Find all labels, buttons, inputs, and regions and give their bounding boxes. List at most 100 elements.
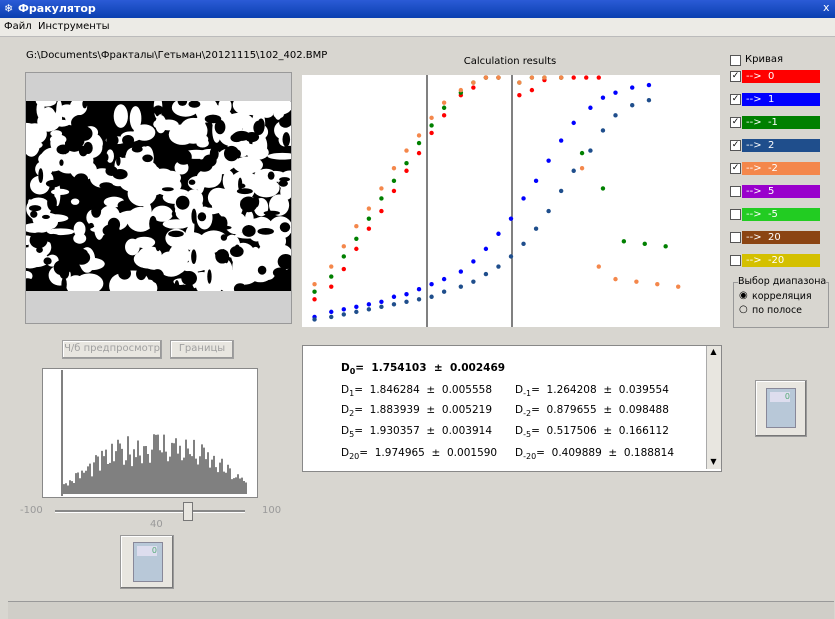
image-blob [252, 103, 264, 119]
checkbox[interactable]: ✓ [730, 163, 741, 174]
status-bar [8, 601, 834, 619]
image-blob [233, 157, 263, 174]
legend-entry[interactable]: ✓--> -1 [730, 116, 825, 130]
slider-min: -100 [20, 505, 43, 516]
calc-icon: 0 [133, 542, 163, 582]
data-point [546, 209, 550, 213]
image-blob [282, 132, 290, 147]
image-blob [279, 180, 288, 187]
checkbox[interactable]: ✓ [730, 94, 741, 105]
data-point [429, 123, 433, 127]
data-point [647, 83, 651, 87]
image-blob [43, 257, 51, 264]
data-point [655, 282, 659, 286]
result-symbol: D [341, 425, 349, 437]
image-blob [253, 121, 264, 135]
image-blob [155, 107, 160, 116]
checkbox[interactable]: ✓ [730, 71, 741, 82]
checkbox[interactable]: ✓ [730, 140, 741, 151]
image-blob [118, 267, 131, 280]
image-blob [36, 247, 43, 253]
image-blob [118, 200, 133, 210]
image-blob [221, 234, 227, 241]
data-point [496, 264, 500, 268]
binary-image [26, 101, 291, 291]
data-point [392, 189, 396, 193]
data-point [509, 254, 513, 258]
data-point [663, 244, 667, 248]
image-blob [283, 160, 289, 170]
scrollbar[interactable]: ▲ ▼ [706, 346, 721, 469]
checkbox[interactable]: ✓ [730, 117, 741, 128]
data-point [471, 85, 475, 89]
data-point [613, 90, 617, 94]
legend-label: --> 20 [742, 231, 820, 244]
data-point [471, 259, 475, 263]
result-entry: D20= 1.974965 ± 0.001590 [341, 447, 497, 461]
result-symbol: D [341, 447, 349, 459]
calculate-button-right[interactable]: 0 [755, 380, 807, 437]
image-blob [88, 223, 93, 228]
data-point [546, 158, 550, 162]
borders-button[interactable]: Границы [170, 340, 234, 359]
checkbox[interactable] [730, 209, 741, 220]
calculate-button-left[interactable]: 0 [120, 535, 174, 589]
data-point [342, 312, 346, 316]
result-symbol: D [515, 384, 523, 396]
data-point [354, 224, 358, 228]
data-point [342, 254, 346, 258]
data-point [484, 247, 488, 251]
data-point [342, 267, 346, 271]
data-point [530, 75, 534, 79]
image-blob [232, 132, 250, 141]
data-point [354, 247, 358, 251]
menu-item[interactable]: Файл [4, 21, 32, 32]
image-blob [264, 211, 280, 215]
preview-button[interactable]: Ч/б предпросмотр [62, 340, 162, 359]
legend-entry[interactable]: ✓--> -2 [730, 162, 825, 176]
data-point [367, 206, 371, 210]
result-entry: D-20= 0.409889 ± 0.188814 [515, 447, 674, 461]
image-blob [257, 228, 274, 235]
result-index: -5 [523, 430, 531, 439]
legend-entry[interactable]: --> 5 [730, 185, 825, 199]
checkbox[interactable] [730, 255, 741, 266]
legend-entry[interactable]: ✓--> 0 [730, 70, 825, 84]
scroll-down[interactable]: ▼ [708, 457, 719, 468]
legend-entry[interactable]: ✓--> 2 [730, 139, 825, 153]
data-point [601, 95, 605, 99]
result-symbol: D [515, 447, 523, 459]
legend-entry[interactable]: --> -5 [730, 208, 825, 222]
result-text: = 1.930357 ± 0.003914 [354, 425, 492, 437]
radio-button[interactable]: ◉ [739, 290, 748, 301]
data-point [521, 242, 525, 246]
result-index: -20 [523, 452, 536, 461]
data-point [354, 310, 358, 314]
radio-button[interactable]: ○ [739, 304, 748, 315]
image-blob [242, 225, 256, 237]
data-point [471, 279, 475, 283]
checkbox[interactable] [730, 55, 741, 66]
legend-entry[interactable]: --> 20 [730, 231, 825, 245]
data-point [559, 189, 563, 193]
image-blob [118, 211, 144, 224]
checkbox[interactable] [730, 186, 741, 197]
legend-entry[interactable]: --> -20 [730, 254, 825, 268]
data-point [404, 292, 408, 296]
checkbox[interactable] [730, 232, 741, 243]
close-button[interactable]: x [823, 1, 830, 14]
data-point [379, 196, 383, 200]
legend-entry[interactable]: ✓--> 1 [730, 93, 825, 107]
slider-thumb[interactable] [183, 502, 193, 521]
data-point [404, 300, 408, 304]
menu-item[interactable]: Инструменты [38, 21, 110, 32]
image-blob [217, 226, 231, 230]
legend-label: --> 5 [742, 185, 820, 198]
radio-label: корреляция [752, 291, 812, 302]
image-blob [30, 232, 48, 248]
data-point [584, 75, 588, 79]
image-blob [141, 105, 154, 110]
image-blob [181, 271, 197, 286]
scroll-up[interactable]: ▲ [708, 347, 719, 358]
image-blob [47, 195, 57, 210]
